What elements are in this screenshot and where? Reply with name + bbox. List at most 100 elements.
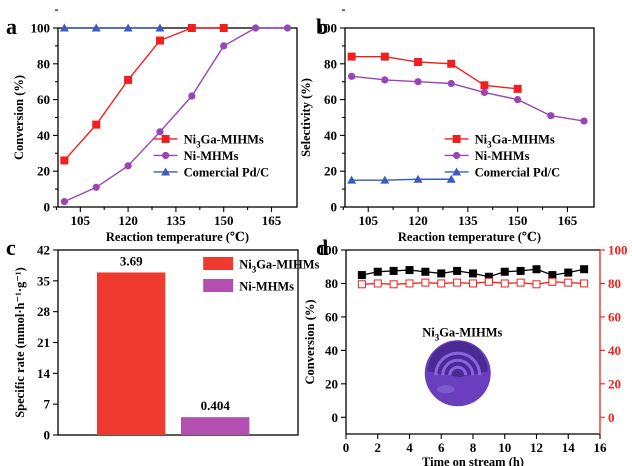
x-tick-label: 150	[214, 213, 234, 228]
legend-marker	[162, 151, 170, 160]
y-tick-label: 100	[319, 243, 339, 258]
x-axis-label: Time on stream (h)	[422, 455, 524, 466]
y-tick-label: 21	[37, 335, 50, 350]
panel-c: 0 7 14 21 28 35 42 Specific rate (mmol·h⁻¹·g⁻¹)…	[13, 243, 320, 443]
y-tick-label: 60	[324, 92, 337, 107]
y-tick-label: 100	[31, 21, 51, 36]
series-line	[63, 27, 224, 161]
data-point	[92, 183, 100, 191]
data-point	[59, 23, 69, 32]
data-point	[92, 120, 101, 129]
y-tick-label: 60	[325, 309, 338, 324]
x-tick-label: 120	[408, 213, 428, 228]
series-line	[351, 178, 452, 181]
legend-label: Ni-MHMs	[184, 149, 239, 163]
legend-label: Ni3Ga-MIHMs	[239, 258, 319, 275]
data-point	[446, 174, 456, 183]
series-line	[64, 27, 288, 203]
legend-label: Comercial Pd/C	[475, 165, 561, 179]
x-axis-label: Reaction temperature (℃)	[398, 230, 541, 244]
data-point	[514, 96, 522, 104]
data-point	[347, 175, 357, 184]
data-point	[60, 198, 68, 206]
legend-label: Ni-MHMs	[475, 149, 530, 163]
y-tick-label: 40	[324, 128, 337, 143]
x-tick-label: 10	[498, 440, 511, 455]
y2-tick-label: 0	[608, 410, 615, 425]
panel-label-d: d	[316, 235, 328, 260]
data-point	[484, 277, 493, 286]
x-tick-label: 135	[166, 213, 186, 228]
data-point	[447, 59, 456, 68]
y-tick-label: 28	[37, 304, 51, 319]
y-tick-label: 80	[324, 56, 337, 71]
series-line	[351, 55, 518, 90]
bar	[97, 272, 166, 435]
series-line	[351, 75, 585, 122]
data-point	[389, 280, 398, 289]
y-axis-label: Conversion (%)	[12, 75, 26, 160]
data-point	[421, 267, 430, 276]
data-point	[532, 265, 541, 274]
data-point	[405, 279, 414, 288]
x-tick-label: 150	[508, 213, 528, 228]
legend-marker	[161, 167, 171, 176]
y-tick-label: 20	[325, 376, 338, 391]
data-point	[155, 23, 165, 32]
data-point	[91, 23, 101, 32]
data-point	[500, 279, 509, 288]
data-point	[220, 42, 228, 50]
data-point	[469, 269, 477, 278]
y-tick-label: 0	[331, 200, 338, 215]
data-point	[357, 280, 366, 289]
data-point	[156, 128, 164, 136]
y2-tick-label: 100	[608, 243, 628, 258]
data-point	[124, 75, 133, 84]
data-point	[357, 271, 366, 280]
x-tick-label: 135	[458, 213, 478, 228]
panel-labels: a b c d	[6, 14, 328, 260]
data-point	[480, 81, 489, 90]
data-point	[251, 24, 260, 32]
data-point	[405, 266, 414, 275]
data-point	[283, 24, 292, 32]
y-tick-label: 80	[325, 276, 338, 291]
x-tick-label: 16	[594, 440, 608, 455]
data-point	[413, 174, 423, 183]
x-tick-label: 165	[558, 213, 578, 228]
data-point	[500, 267, 509, 276]
data-point	[414, 58, 423, 67]
y2-tick-label: 60	[608, 309, 621, 324]
y-tick-label: 20	[37, 164, 50, 179]
panel-b: 105 120 135 150 165 0 20 40 60 80 100 Reaction temp…	[299, 9, 595, 244]
y2-tick-label: 40	[608, 343, 621, 358]
y-tick-label: 40	[325, 343, 338, 358]
y-tick-label: 60	[37, 92, 50, 107]
data-point	[347, 52, 356, 61]
data-point	[480, 88, 489, 97]
legend-swatch	[203, 257, 234, 270]
y2-tick-label: 80	[608, 276, 621, 291]
bar-data-label: 0.404	[201, 398, 231, 413]
y-axis-label: Selectivity (%)	[299, 78, 313, 157]
data-point	[453, 266, 462, 275]
data-point	[437, 279, 446, 288]
y-tick-label: 14	[37, 366, 51, 381]
y-tick-label: 42	[37, 243, 50, 258]
plot-frame	[57, 249, 299, 436]
legend-label: Ni3Ga-MIHMs	[475, 132, 555, 149]
data-point	[155, 36, 164, 45]
data-point	[548, 271, 557, 280]
data-point	[380, 175, 390, 184]
x-tick-label: 0	[343, 440, 350, 455]
data-point	[123, 23, 133, 32]
y-tick-label: 35	[37, 273, 51, 288]
data-point	[453, 278, 462, 287]
y-tick-label: 40	[37, 128, 50, 143]
x-tick-label: 105	[71, 213, 91, 228]
y-tick-label: 80	[37, 56, 50, 71]
panel-label-c: c	[6, 235, 16, 260]
x-tick-label: 4	[406, 440, 413, 455]
y-tick-label: 0	[44, 200, 51, 215]
